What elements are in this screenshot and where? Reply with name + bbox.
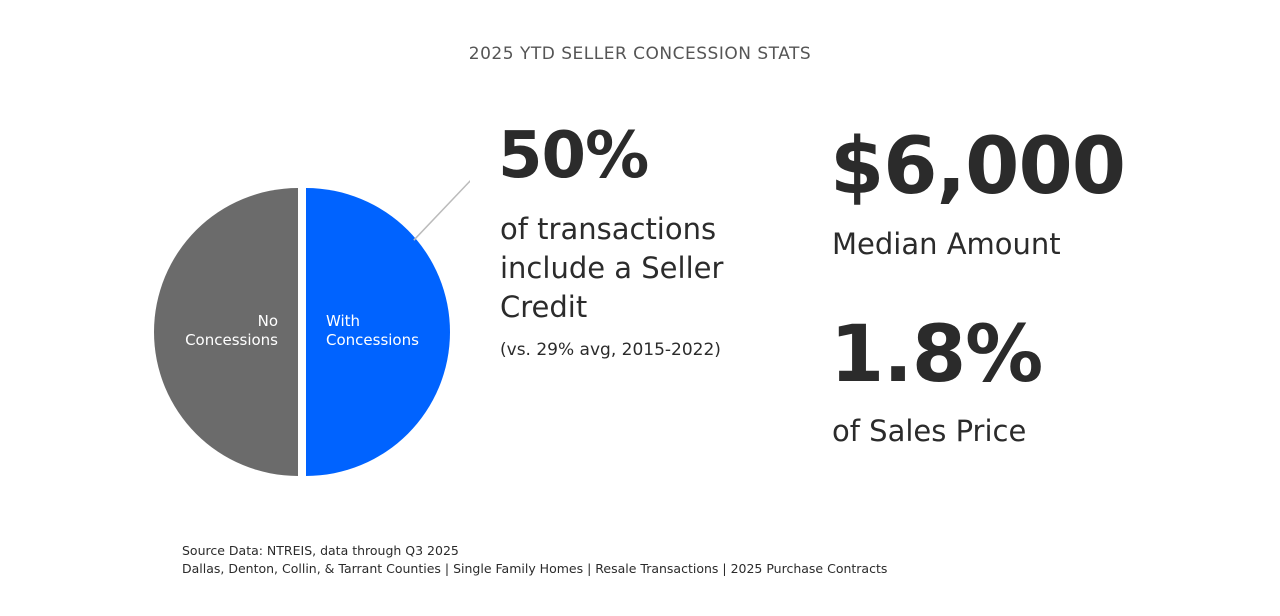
- footer-filters-line: Dallas, Denton, Collin, & Tarrant Counti…: [182, 561, 888, 576]
- pie-label-no-concessions: No Concessions: [185, 312, 278, 349]
- footer-source-line: Source Data: NTREIS, data through Q3 202…: [182, 543, 459, 558]
- stat-median-label: Median Amount: [832, 227, 1061, 261]
- leader-line: [413, 179, 470, 241]
- stat-percent-description: of transactions include a Seller Credit: [500, 212, 724, 324]
- stat-percent-sales-price: 1.8%: [830, 310, 1043, 400]
- chart-title: 2025 YTD SELLER CONCESSION STATS: [468, 44, 812, 64]
- pie-slice-no-concessions: [154, 188, 298, 476]
- pie-chart: With Concessions No Concessions: [154, 179, 470, 476]
- pie-slice-with-concessions: [306, 188, 450, 476]
- stat-percent-transactions: 50%: [498, 119, 649, 193]
- stat-percent-note: (vs. 29% avg, 2015-2022): [500, 340, 721, 360]
- stat-median-amount: $6,000: [830, 122, 1126, 212]
- pie-label-with-concessions: With Concessions: [326, 312, 419, 349]
- footer-source: Source Data: NTREIS, data through Q3 202…: [182, 542, 887, 578]
- stat-percent-sales-price-label: of Sales Price: [832, 414, 1027, 448]
